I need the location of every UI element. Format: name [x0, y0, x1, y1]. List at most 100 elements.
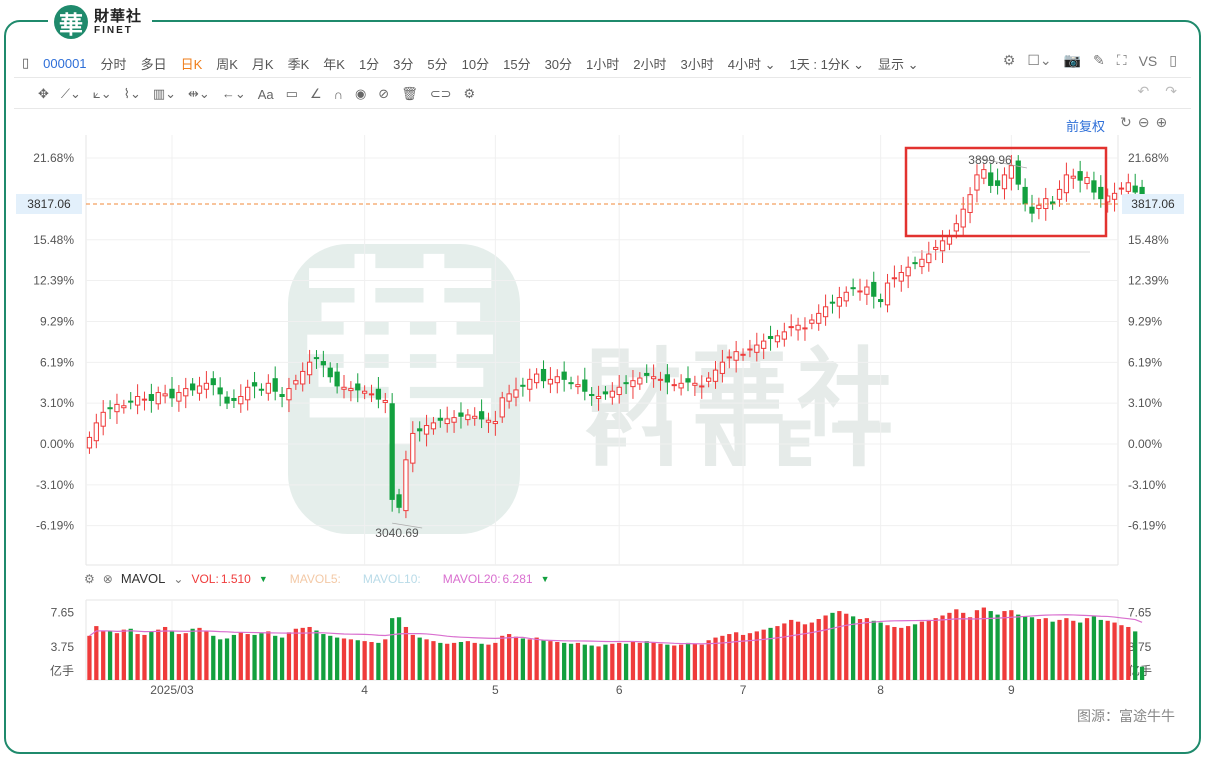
period-tab-active[interactable]: 日K [180, 56, 203, 72]
wave-tool-icon[interactable]: ⌇⌄ [123, 86, 141, 101]
pencil-icon[interactable]: ✎ [1093, 52, 1105, 68]
candle-body [774, 335, 781, 343]
period-tab[interactable]: 5分 [427, 56, 448, 72]
y-tick-label: 15.48% [1128, 233, 1169, 247]
volume-bar [218, 639, 223, 680]
period-tab[interactable]: 1分 [358, 56, 380, 72]
magnet-icon[interactable]: ∩ [333, 86, 343, 102]
candle-series [86, 154, 1145, 519]
volume-bar [940, 615, 945, 680]
compare-button[interactable]: VS [1138, 52, 1158, 69]
period-tab[interactable]: 年K [323, 56, 345, 72]
vol-arrow-icon: ▼ [258, 573, 268, 584]
volume-bar [596, 646, 601, 680]
volume-bar [775, 626, 780, 680]
move-icon[interactable]: ✥ [38, 86, 49, 101]
candle-body [850, 287, 856, 290]
zoom-in-icon[interactable]: ⊕ [1155, 114, 1168, 130]
x-tick-label: 2025/03 [150, 683, 194, 697]
candle-body [86, 436, 93, 449]
line-tool-icon[interactable]: ⟋⌄ [60, 86, 81, 101]
arrow-tool-icon[interactable]: ←⌄ [221, 86, 246, 101]
low-leader-line [392, 522, 423, 529]
candle-body [699, 385, 705, 388]
comment-icon[interactable]: ▭ [285, 86, 298, 101]
interval-dropdown[interactable]: 1天 : 1分K ⌄ [789, 56, 864, 72]
volume-bar [355, 640, 360, 680]
redo-icon[interactable]: ↷ [1165, 83, 1177, 99]
period-tab[interactable]: 3分 [393, 56, 414, 72]
eye-icon[interactable]: ◉ [354, 86, 367, 101]
panel-toggle-icon[interactable]: ▯ [1169, 52, 1177, 68]
volume-bar [665, 644, 670, 680]
sidebar-toggle-icon[interactable]: ▯ [22, 55, 30, 70]
candle-body [334, 371, 340, 387]
period-tab[interactable]: 周K [216, 56, 238, 72]
candle-body [272, 378, 278, 392]
angle-icon[interactable]: ∠ [309, 86, 322, 101]
stock-code[interactable]: 000001 [43, 55, 87, 71]
reset-icon[interactable]: ↻ [1120, 114, 1132, 130]
volume-bar [1139, 666, 1145, 680]
candle-body [706, 377, 712, 382]
volume-bar [245, 634, 250, 680]
candle-body [884, 282, 891, 306]
volume-bar [568, 643, 574, 680]
candle-body [485, 419, 492, 423]
volume-bar [300, 627, 305, 680]
period-tab[interactable]: 30分 [544, 56, 573, 72]
period-tab[interactable]: 多日 [140, 56, 167, 72]
close-icon[interactable]: ⊗ [102, 571, 113, 586]
period-tab[interactable]: 月K [251, 56, 274, 72]
undo-redo: ↶ ↷ [1138, 83, 1177, 100]
volume-bar [651, 642, 656, 680]
volume-bar [919, 621, 925, 680]
period-tab[interactable]: 10分 [461, 56, 490, 72]
period-tab[interactable]: 1小时 [586, 56, 620, 72]
zoom-out-icon[interactable]: ⊖ [1137, 114, 1150, 130]
trash-icon[interactable]: 🗑 [401, 86, 418, 101]
fullscreen-icon[interactable]: ⛶ [1116, 52, 1127, 68]
x-tick-label: 9 [1008, 683, 1015, 697]
hide-icon[interactable]: ⊘ [378, 86, 390, 101]
y-tick-label: -3.10% [36, 478, 74, 492]
volume-bar [644, 641, 649, 680]
gear-icon[interactable]: ⚙ [463, 86, 476, 101]
period-tab[interactable]: 分时 [100, 56, 127, 72]
period-toolbar: ▯ 000001 分时 多日 日K 周K 月K 季K 年K 1分 3分 5分 1… [22, 52, 933, 74]
period-tab[interactable]: 季K [287, 56, 310, 72]
y-tick-label: -6.19% [36, 519, 74, 533]
measure-tool-icon[interactable]: ⇹⌄ [188, 86, 210, 101]
display-dropdown[interactable]: 显示 ⌄ [877, 56, 919, 72]
volume-bar [1071, 620, 1076, 680]
candle-body [121, 405, 127, 409]
period-tab[interactable]: 15分 [503, 56, 531, 72]
volume-bar [135, 634, 140, 680]
volume-bar [706, 640, 711, 680]
period-tab[interactable]: 2小时 [633, 56, 667, 72]
period-tab[interactable]: 3小时 [680, 56, 714, 72]
candle-body [313, 357, 320, 360]
volume-bar [87, 635, 92, 680]
undo-icon[interactable]: ↶ [1137, 83, 1150, 99]
period-dropdown[interactable]: 4小时 ⌄ [727, 56, 776, 72]
adjust-dropdown[interactable]: 前复权 [1066, 119, 1106, 134]
text-tool-icon[interactable]: Aa [257, 86, 274, 102]
volume-bar [197, 627, 202, 680]
volume-bar [534, 637, 539, 680]
indicator-name[interactable]: MAVOL [120, 571, 166, 586]
candle-body [451, 417, 457, 423]
link-icon[interactable]: ⊂⊃ [429, 86, 452, 101]
ray-tool-icon[interactable]: ⟀⌄ [92, 86, 112, 101]
volume-bar [672, 645, 677, 680]
fib-tool-icon[interactable]: ▥⌄ [152, 86, 177, 101]
volume-bar [610, 643, 615, 680]
camera-icon[interactable]: 📷 [1063, 52, 1082, 68]
square-icon[interactable]: ☐⌄ [1027, 52, 1052, 68]
gear-icon[interactable]: ⚙ [84, 571, 95, 586]
volume-bar [844, 613, 849, 680]
chevron-down-icon[interactable]: ⌄ [173, 571, 184, 586]
volume-bar [1098, 619, 1103, 680]
settings-icon[interactable]: ⚙ [1002, 52, 1016, 68]
